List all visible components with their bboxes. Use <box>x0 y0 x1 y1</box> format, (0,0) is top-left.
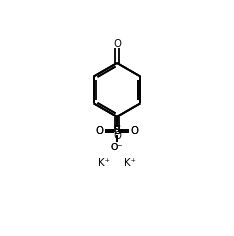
Text: O: O <box>96 126 104 136</box>
Text: K⁺: K⁺ <box>124 158 136 168</box>
Text: S: S <box>113 124 121 137</box>
Text: S: S <box>113 124 121 137</box>
Text: O⁻: O⁻ <box>111 143 123 152</box>
Text: O⁻: O⁻ <box>111 143 123 152</box>
Text: K⁺: K⁺ <box>98 158 110 168</box>
Text: O: O <box>96 126 104 136</box>
Text: O: O <box>113 131 121 141</box>
Text: O: O <box>113 38 121 49</box>
Text: O: O <box>130 126 138 136</box>
Text: O: O <box>130 126 138 136</box>
